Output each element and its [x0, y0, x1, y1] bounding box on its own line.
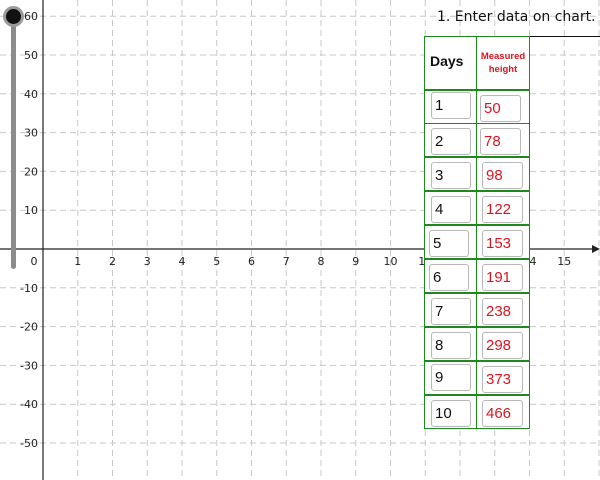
x-tick-label: 4 [179, 255, 186, 268]
header-days: Days [424, 36, 477, 90]
y-tick-label: 60 [24, 10, 38, 23]
day-input[interactable]: 7 [431, 298, 471, 325]
height-input[interactable]: 50 [480, 95, 521, 122]
table-cell-day: 9 [424, 361, 477, 395]
day-input[interactable]: 6 [429, 264, 469, 291]
height-input[interactable]: 298 [482, 332, 523, 359]
table-cell-height: 50 [476, 90, 530, 124]
y-tick-label: 30 [24, 127, 38, 140]
y-tick-label: -10 [20, 282, 38, 295]
day-input[interactable]: 8 [431, 332, 471, 359]
table-cell-day: 4 [424, 191, 477, 225]
table-cell-height: 98 [476, 157, 530, 191]
table-cell-day: 1 [424, 90, 477, 124]
x-axis-arrow-icon [592, 245, 600, 253]
table-cell-day: 5 [424, 225, 477, 259]
y-tick-label: 20 [24, 165, 38, 178]
table-cell-day: 7 [424, 293, 477, 327]
y-tick-label: -50 [20, 437, 38, 450]
y-tick-label: -20 [20, 321, 38, 334]
height-input[interactable]: 122 [482, 196, 523, 223]
height-input[interactable]: 191 [482, 264, 523, 291]
height-input[interactable]: 153 [482, 230, 523, 257]
height-input[interactable]: 78 [480, 128, 521, 155]
x-tick-label: 0 [31, 255, 38, 268]
y-tick-label: 10 [24, 204, 38, 217]
day-input[interactable]: 5 [429, 230, 469, 257]
x-tick-label: 15 [557, 255, 571, 268]
table-cell-height: 373 [476, 361, 530, 395]
table-cell-height: 153 [476, 225, 530, 259]
table-cell-height: 238 [476, 293, 530, 327]
table-cell-height: 122 [476, 191, 530, 225]
day-input[interactable]: 9 [431, 364, 471, 391]
day-input[interactable]: 10 [431, 400, 471, 427]
table-cell-height: 78 [476, 123, 530, 157]
table-cell-day: 3 [424, 157, 477, 191]
table-cell-height: 191 [476, 259, 530, 293]
x-tick-label: 9 [352, 255, 359, 268]
x-tick-label: 8 [318, 255, 325, 268]
x-tick-label: 7 [283, 255, 290, 268]
day-input[interactable]: 1 [431, 92, 471, 119]
y-tick-label: 50 [24, 49, 38, 62]
table-cell-day: 2 [424, 123, 477, 157]
table-cell-day: 8 [424, 327, 477, 361]
x-tick-label: 6 [248, 255, 255, 268]
y-tick-label: 40 [24, 88, 38, 101]
instruction-text: 1. Enter data on chart. [437, 9, 596, 25]
y-tick-label: -30 [20, 359, 38, 372]
y-tick-label: -40 [20, 398, 38, 411]
height-input[interactable]: 466 [482, 400, 523, 427]
x-tick-label: 2 [109, 255, 116, 268]
day-input[interactable]: 4 [431, 196, 471, 223]
table-cell-day: 6 [424, 259, 477, 293]
height-input[interactable]: 238 [482, 298, 523, 325]
height-input[interactable]: 98 [482, 162, 523, 189]
x-tick-label: 5 [213, 255, 220, 268]
slider-track[interactable] [11, 17, 16, 269]
day-input[interactable]: 3 [431, 162, 471, 189]
y-tick-labels: 60 50 40 30 20 10 -10 -20 -30 -40 -50 [20, 10, 38, 450]
slider-knob[interactable] [6, 9, 21, 24]
data-table: Days Measured height 1 50 2 78 3 98 4 122 5 153 6 1… [424, 36, 530, 430]
x-tick-label: 3 [144, 255, 151, 268]
x-tick-label: 10 [384, 255, 398, 268]
header-measured-height: Measured height [476, 36, 530, 90]
table-cell-day: 10 [424, 395, 477, 429]
table-cell-height: 298 [476, 327, 530, 361]
height-input[interactable]: 373 [482, 366, 523, 393]
day-input[interactable]: 2 [431, 128, 471, 155]
table-cell-height: 466 [476, 395, 530, 429]
x-tick-label: 1 [74, 255, 81, 268]
